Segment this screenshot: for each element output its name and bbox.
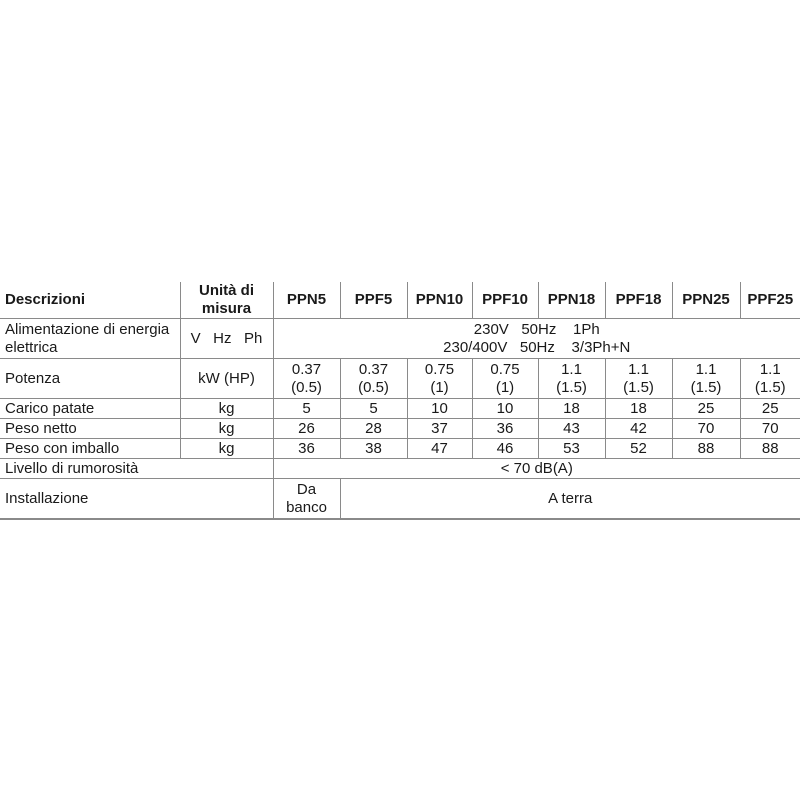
row-unit: kg bbox=[179, 418, 273, 439]
value-cell: 70 bbox=[671, 418, 740, 439]
specifications-table: Descrizioni Unità di misura PPN5 PPF5 PP… bbox=[0, 282, 800, 520]
value-cell: 36 bbox=[471, 418, 538, 439]
value-cell: 5 bbox=[272, 398, 340, 419]
power-supply-single-phase: 230V 50Hz 1Ph bbox=[473, 320, 600, 338]
table-row-gross-weight: Peso con imballo kg 36 38 47 46 53 52 88 88 bbox=[0, 438, 800, 459]
power-hp: (0.5) bbox=[358, 378, 389, 396]
value-cell: 28 bbox=[339, 418, 407, 439]
header-row: Descrizioni Unità di misura PPN5 PPF5 PP… bbox=[0, 282, 800, 319]
value-cell: 37 bbox=[406, 418, 472, 439]
value-cell: 10 bbox=[406, 398, 472, 419]
value-cell: 1.1 (1.5) bbox=[537, 358, 605, 399]
value-cell: 10 bbox=[471, 398, 538, 419]
value-cell: 25 bbox=[671, 398, 740, 419]
row-label: Potenza bbox=[0, 358, 180, 399]
row-label: Carico patate bbox=[0, 398, 180, 419]
value-cell: 38 bbox=[339, 438, 407, 459]
row-label: Installazione bbox=[0, 478, 273, 520]
value-cell: 70 bbox=[739, 418, 800, 439]
value-cell: 1.1 (1.5) bbox=[671, 358, 740, 399]
value-cell: 0.37 (0.5) bbox=[272, 358, 340, 399]
table-row-installation: Installazione Da banco A terra bbox=[0, 478, 800, 520]
value-cell: 53 bbox=[537, 438, 605, 459]
value-cell: 47 bbox=[406, 438, 472, 459]
power-kw: 1.1 bbox=[628, 360, 649, 378]
header-model: PPF25 bbox=[739, 282, 800, 319]
value-cell: 25 bbox=[739, 398, 800, 419]
installation-bench-line1: Da bbox=[296, 480, 317, 498]
value-cell: 18 bbox=[537, 398, 605, 419]
header-model: PPF5 bbox=[339, 282, 407, 319]
header-model: PPF10 bbox=[471, 282, 538, 319]
value-cell: 88 bbox=[671, 438, 740, 459]
noise-value: < 70 dB(A) bbox=[272, 458, 800, 479]
table-row-net-weight: Peso netto kg 26 28 37 36 43 42 70 70 bbox=[0, 418, 800, 439]
power-kw: 1.1 bbox=[759, 360, 781, 378]
row-label: Peso con imballo bbox=[0, 438, 180, 459]
value-cell: 0.75 (1) bbox=[406, 358, 472, 399]
power-hp: (1.5) bbox=[690, 378, 722, 396]
table-row-power: Potenza kW (HP) 0.37 (0.5) 0.37 (0.5) 0.75 (1… bbox=[0, 358, 800, 399]
row-unit: kg bbox=[179, 398, 273, 419]
value-cell: 1.1 (1.5) bbox=[739, 358, 800, 399]
power-supply-value: 230V 50Hz 1Ph 230/400V 50Hz 3/3Ph+N bbox=[272, 318, 800, 359]
header-model: PPN10 bbox=[406, 282, 472, 319]
row-label: Livello di rumorosità bbox=[0, 458, 273, 479]
power-hp: (1.5) bbox=[754, 378, 786, 396]
value-cell: 52 bbox=[604, 438, 672, 459]
header-model: PPN25 bbox=[671, 282, 740, 319]
power-kw: 0.37 bbox=[291, 360, 322, 378]
row-unit: kg bbox=[179, 438, 273, 459]
table-row-noise: Livello di rumorosità < 70 dB(A) bbox=[0, 458, 800, 479]
header-description: Descrizioni bbox=[0, 282, 180, 319]
power-kw: 0.75 bbox=[424, 360, 455, 378]
installation-floor: A terra bbox=[339, 478, 800, 520]
installation-bench-line2: banco bbox=[286, 498, 327, 516]
installation-bench: Da banco bbox=[272, 478, 340, 520]
value-cell: 0.37 (0.5) bbox=[339, 358, 407, 399]
power-kw: 1.1 bbox=[561, 360, 582, 378]
value-cell: 88 bbox=[739, 438, 800, 459]
header-model: PPN5 bbox=[272, 282, 340, 319]
power-hp: (1.5) bbox=[556, 378, 587, 396]
header-model: PPF18 bbox=[604, 282, 672, 319]
table-row-load: Carico patate kg 5 5 10 10 18 18 25 25 bbox=[0, 398, 800, 419]
power-kw: 0.75 bbox=[490, 360, 520, 378]
power-hp: (1) bbox=[430, 378, 449, 396]
header-model: PPN18 bbox=[537, 282, 605, 319]
value-cell: 42 bbox=[604, 418, 672, 439]
power-hp: (1) bbox=[495, 378, 515, 396]
value-cell: 1.1 (1.5) bbox=[604, 358, 672, 399]
power-hp: (1.5) bbox=[623, 378, 654, 396]
power-supply-three-phase: 230/400V 50Hz 3/3Ph+N bbox=[443, 338, 631, 356]
value-cell: 36 bbox=[272, 438, 340, 459]
row-label: Alimentazione di energia elettrica bbox=[0, 318, 180, 359]
value-cell: 5 bbox=[339, 398, 407, 419]
power-kw: 0.37 bbox=[358, 360, 389, 378]
row-label: Peso netto bbox=[0, 418, 180, 439]
header-unit: Unità di misura bbox=[179, 282, 273, 319]
value-cell: 43 bbox=[537, 418, 605, 439]
value-cell: 26 bbox=[272, 418, 340, 439]
row-unit: V Hz Ph bbox=[179, 318, 273, 359]
value-cell: 46 bbox=[471, 438, 538, 459]
power-kw: 1.1 bbox=[695, 360, 717, 378]
power-hp: (0.5) bbox=[291, 378, 322, 396]
value-cell: 0.75 (1) bbox=[471, 358, 538, 399]
row-unit: kW (HP) bbox=[179, 358, 273, 399]
value-cell: 18 bbox=[604, 398, 672, 419]
table-row-power-supply: Alimentazione di energia elettrica V Hz … bbox=[0, 318, 800, 359]
